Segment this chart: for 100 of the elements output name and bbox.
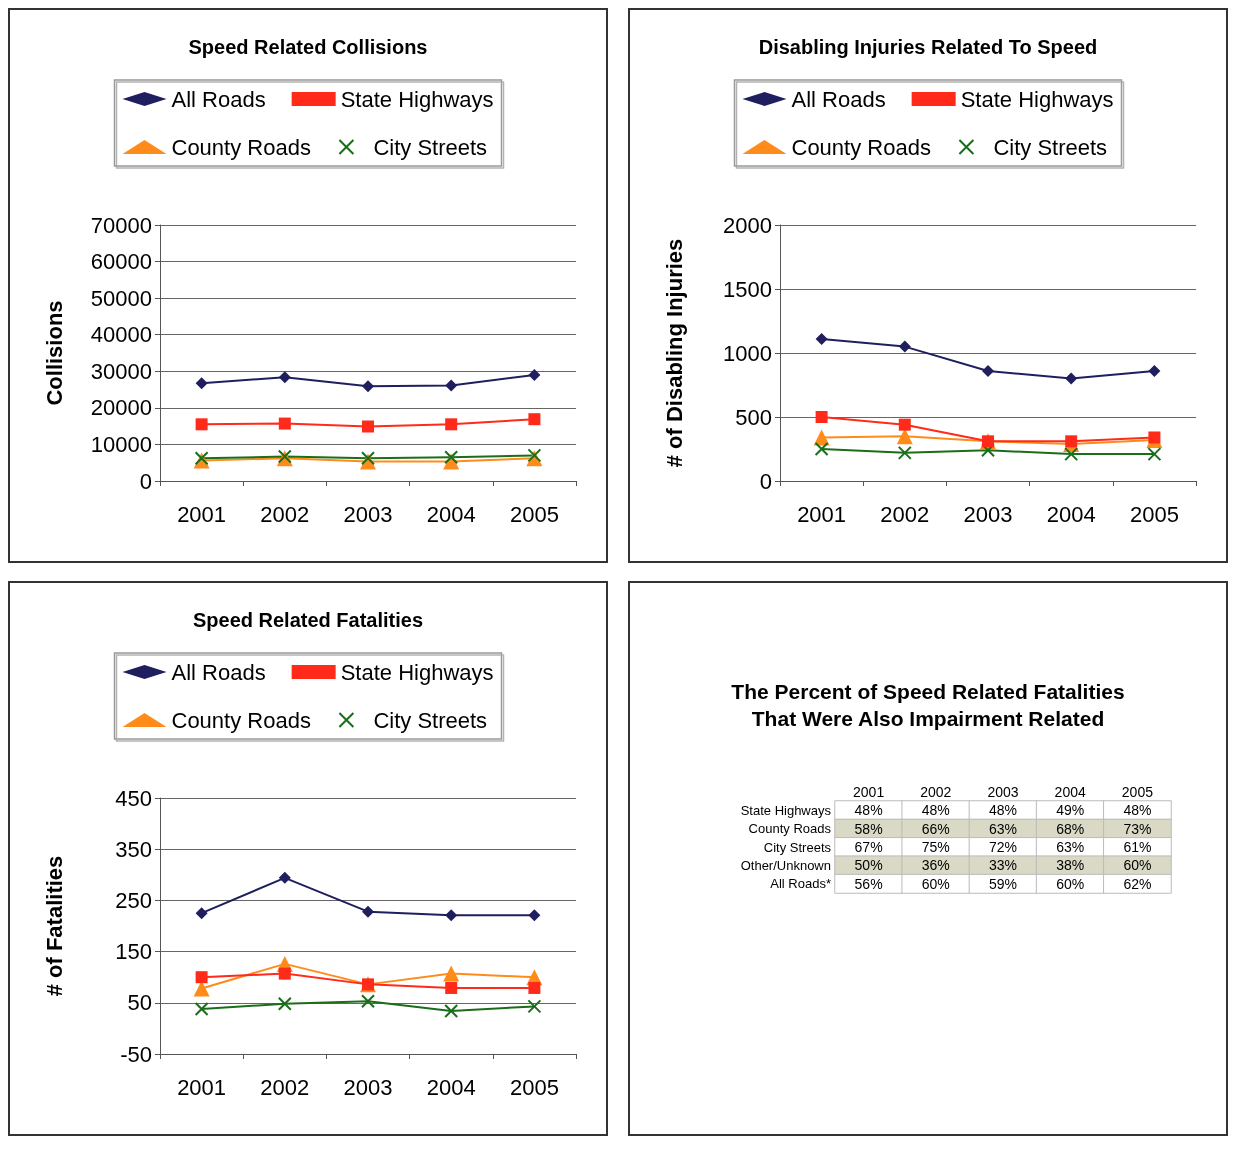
point [444,450,459,465]
y-axis-title: Collisions [41,300,67,406]
data-label: 72% [988,839,1018,855]
x-tick-label: 2003 [987,784,1019,800]
point [278,871,291,884]
data-label: 61% [1123,839,1152,855]
point [527,448,542,463]
chart-title: Speed Related Fatalities [192,609,424,631]
legend-label: All Roads [171,659,266,685]
data-label: 58% [854,820,883,837]
point [1065,372,1078,385]
y-tick-label: -50 [120,1041,152,1067]
point [443,965,460,982]
y-tick-label: 500 [735,404,772,430]
point [195,418,208,431]
x-tick-label: 2001 [177,1074,227,1100]
y-tick-label: 250 [115,887,152,913]
point [278,371,291,384]
y-tick-label: 40000 [90,322,152,348]
data-label: 75% [921,839,950,855]
point [528,368,541,381]
y-tick-label: 150 [115,939,152,965]
point [361,451,375,466]
y-tick-label: 0 [139,468,152,494]
point [362,420,374,433]
point [445,981,458,994]
point [445,909,458,922]
x-tick-label: 2005 [509,1074,559,1100]
legend-label: State Highways [340,659,494,685]
y-tick-label: State Highways [740,802,832,818]
chart-title: Speed Related Collisions [188,36,428,58]
y-tick-label: 60000 [90,249,152,275]
point [1148,431,1161,444]
data-label: 33% [988,857,1018,874]
point [528,909,541,922]
data-label: 60% [921,875,950,892]
point [815,332,828,345]
x-tick-label: 2003 [963,501,1013,527]
data-label: 48% [988,802,1018,819]
x-tick-label: 2002 [880,501,930,527]
point [277,996,292,1011]
legend-label: State Highways [340,86,494,112]
y-tick-label: County Roads [748,821,832,837]
x-tick-label: 2002 [920,784,952,800]
point [1148,364,1161,377]
y-tick-label: 1500 [723,276,772,302]
point [528,413,541,426]
point [1147,447,1162,462]
legend-label: City Streets [993,134,1108,160]
data-label: 50% [854,857,883,874]
y-axis-title: # of Disabling Injuries [661,238,687,468]
point [194,1001,209,1016]
point [898,418,911,431]
point [278,417,291,430]
point [195,377,208,390]
data-label: 68% [1056,820,1085,837]
x-tick-label: 2004 [1046,501,1096,527]
point [1065,435,1078,448]
point [361,994,375,1009]
y-tick-label: 350 [115,836,152,862]
point [195,971,208,984]
y-tick-label: City Streets [763,839,832,855]
data-label: 59% [988,875,1018,892]
point [898,340,911,353]
x-tick-label: 2003 [343,501,393,527]
point [982,364,994,377]
point [445,418,458,431]
x-tick-label: 2005 [509,501,559,527]
data-label: 48% [921,802,950,819]
chart-title: Disabling Injuries Related To Speed [758,36,1098,58]
data-label: 63% [1056,839,1085,855]
x-tick-label: 2004 [426,501,476,527]
y-tick-label: Other/Unknown [740,857,831,873]
legend-label: City Streets [373,134,488,160]
x-tick-label: 2002 [260,501,310,527]
legend-label: City Streets [373,707,488,733]
x-tick-label: 2001 [797,501,847,527]
point [445,379,458,392]
point [362,380,374,393]
y-tick-label: 450 [115,785,152,811]
x-tick-label: 2004 [1054,784,1086,800]
legend-label: County Roads [791,134,931,160]
y-tick-label: 0 [759,468,772,494]
data-label: 48% [854,802,883,819]
data-label: 38% [1056,857,1085,874]
y-tick-label: 1000 [723,340,772,366]
legend-label: All Roads [791,86,886,112]
y-axis-title: # of Fatalities [41,855,67,997]
point [814,442,829,456]
point [362,905,374,918]
y-tick-label: 20000 [90,395,152,421]
legend-label: All Roads [171,86,266,112]
point [195,907,208,920]
data-label: 56% [854,875,883,892]
point [527,999,542,1014]
x-tick-label: 2004 [426,1074,476,1100]
legend-label: County Roads [171,134,311,160]
point [896,428,913,445]
y-tick-label: 50000 [90,285,152,311]
y-tick-label: 50 [127,990,152,1016]
